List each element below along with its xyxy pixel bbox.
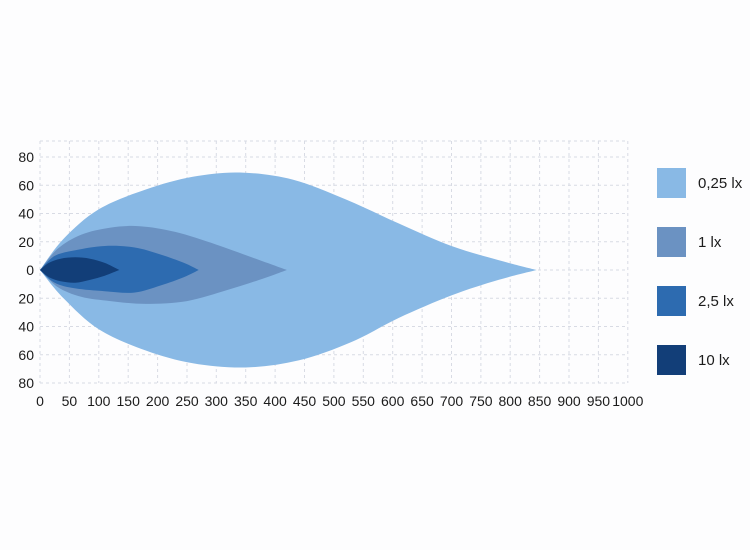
y-axis-tick-labels: 80 60 40 20 0 20 40 60 80 (18, 149, 34, 391)
legend-item: 2,5 lx (657, 286, 749, 316)
legend-swatch-2-5lx (657, 286, 686, 316)
svg-text:750: 750 (469, 393, 493, 409)
svg-text:850: 850 (528, 393, 552, 409)
contour-0-25lx (40, 172, 537, 368)
svg-text:60: 60 (18, 177, 34, 193)
legend-item: 0,25 lx (657, 168, 749, 198)
legend: 0,25 lx 1 lx 2,5 lx 10 lx (657, 168, 749, 375)
x-axis-tick-labels: 0 50 100 150 200 250 300 350 400 450 500 550 600 650 7… (36, 393, 643, 409)
legend-label: 1 lx (698, 233, 722, 251)
svg-text:80: 80 (18, 375, 34, 391)
svg-text:80: 80 (18, 149, 34, 165)
svg-text:50: 50 (62, 393, 78, 409)
legend-swatch-10lx (657, 345, 686, 375)
svg-text:100: 100 (87, 393, 111, 409)
svg-text:20: 20 (18, 234, 34, 250)
svg-text:250: 250 (175, 393, 199, 409)
legend-swatch-1lx (657, 227, 686, 257)
svg-text:950: 950 (587, 393, 611, 409)
legend-item: 1 lx (657, 227, 749, 257)
svg-text:200: 200 (146, 393, 170, 409)
svg-text:300: 300 (205, 393, 229, 409)
svg-text:550: 550 (352, 393, 376, 409)
svg-text:700: 700 (440, 393, 464, 409)
svg-text:900: 900 (557, 393, 581, 409)
svg-text:0: 0 (26, 262, 34, 278)
legend-item: 10 lx (657, 345, 749, 375)
legend-label: 10 lx (698, 351, 730, 369)
svg-text:1000: 1000 (612, 393, 643, 409)
contours (40, 172, 537, 368)
svg-text:600: 600 (381, 393, 405, 409)
legend-swatch-0-25lx (657, 168, 686, 198)
svg-text:500: 500 (322, 393, 346, 409)
legend-label: 0,25 lx (698, 174, 743, 192)
svg-text:40: 40 (18, 206, 34, 222)
svg-text:450: 450 (293, 393, 317, 409)
svg-text:650: 650 (410, 393, 434, 409)
svg-text:350: 350 (234, 393, 258, 409)
contour-10lx (40, 257, 120, 283)
svg-text:0: 0 (36, 393, 44, 409)
svg-text:400: 400 (263, 393, 287, 409)
svg-text:60: 60 (18, 347, 34, 363)
svg-text:800: 800 (499, 393, 523, 409)
svg-text:150: 150 (117, 393, 141, 409)
svg-text:40: 40 (18, 319, 34, 335)
svg-text:20: 20 (18, 290, 34, 306)
legend-label: 2,5 lx (698, 292, 734, 310)
